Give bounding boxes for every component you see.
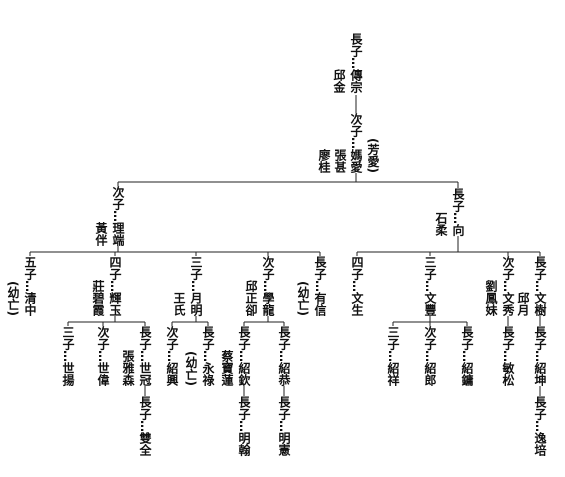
person-label: 五子…清中: [23, 256, 37, 316]
person-label: 長子…明憲: [277, 396, 291, 456]
person-label: 長子…紹鏞: [460, 326, 474, 386]
spouse-label: (幼亡): [296, 281, 310, 316]
person-label: 長子…傳宗: [349, 33, 363, 93]
person-label: 長子…敏松: [501, 326, 515, 386]
spouse-label: 邱月: [516, 292, 530, 316]
person-label: 三子…文豐: [423, 256, 437, 316]
spouse-label: 劉鳳妹: [484, 280, 498, 316]
person-label: 四子…文生: [350, 256, 364, 316]
person-label: 次子…紹興: [165, 326, 179, 386]
spouse-label: (幼亡): [184, 351, 198, 386]
person-label: 長子…文樹: [533, 256, 547, 316]
person-label: 長子…明翰: [237, 396, 251, 456]
person-label: 次子…紹郎: [423, 326, 437, 386]
spouse-label: 廖桂: [317, 149, 331, 173]
person-label: 次子…學龍: [261, 256, 275, 316]
person-label: 次子…世偉: [96, 326, 110, 386]
person-label: 長子…雙全: [138, 396, 152, 456]
spouse-label: (幼亡): [6, 281, 20, 316]
person-label: 長子…紹坤: [533, 326, 547, 386]
person-label: 長子…紹欽: [237, 326, 251, 386]
person-label: 長子…永祿: [201, 326, 215, 386]
spouse-label: 張甚: [333, 149, 347, 173]
person-label: 長子…向: [451, 188, 465, 236]
spouse-label: 王氏: [172, 292, 186, 316]
person-label: 三子…月明: [189, 256, 203, 316]
spouse-label: 邱正卻: [244, 280, 258, 316]
person-label: 長子…世冠: [138, 326, 152, 386]
person-label: 三子…世揚: [61, 326, 75, 386]
person-label: 次子…媽愛: [349, 113, 363, 173]
spouse-label: 莊碧霞: [91, 280, 105, 316]
spouse-label: 張雅森: [121, 350, 135, 386]
person-label: 長子…逸培: [533, 396, 547, 456]
spouse-label: (芳愛): [366, 138, 380, 173]
person-label: 三子…紹祥: [386, 326, 400, 386]
person-label: 長子…有信: [313, 256, 327, 316]
spouse-label: 邱金: [332, 69, 346, 93]
person-label: 長子…紹恭: [277, 326, 291, 386]
person-label: 次子…文秀: [501, 256, 515, 316]
spouse-label: 黃伴: [94, 222, 108, 246]
person-label: 四子…輝玉: [108, 256, 122, 316]
spouse-label: 蔡寶蓮: [220, 350, 234, 386]
person-label: 次子…理端: [111, 186, 125, 246]
spouse-label: 石柔: [434, 212, 448, 236]
